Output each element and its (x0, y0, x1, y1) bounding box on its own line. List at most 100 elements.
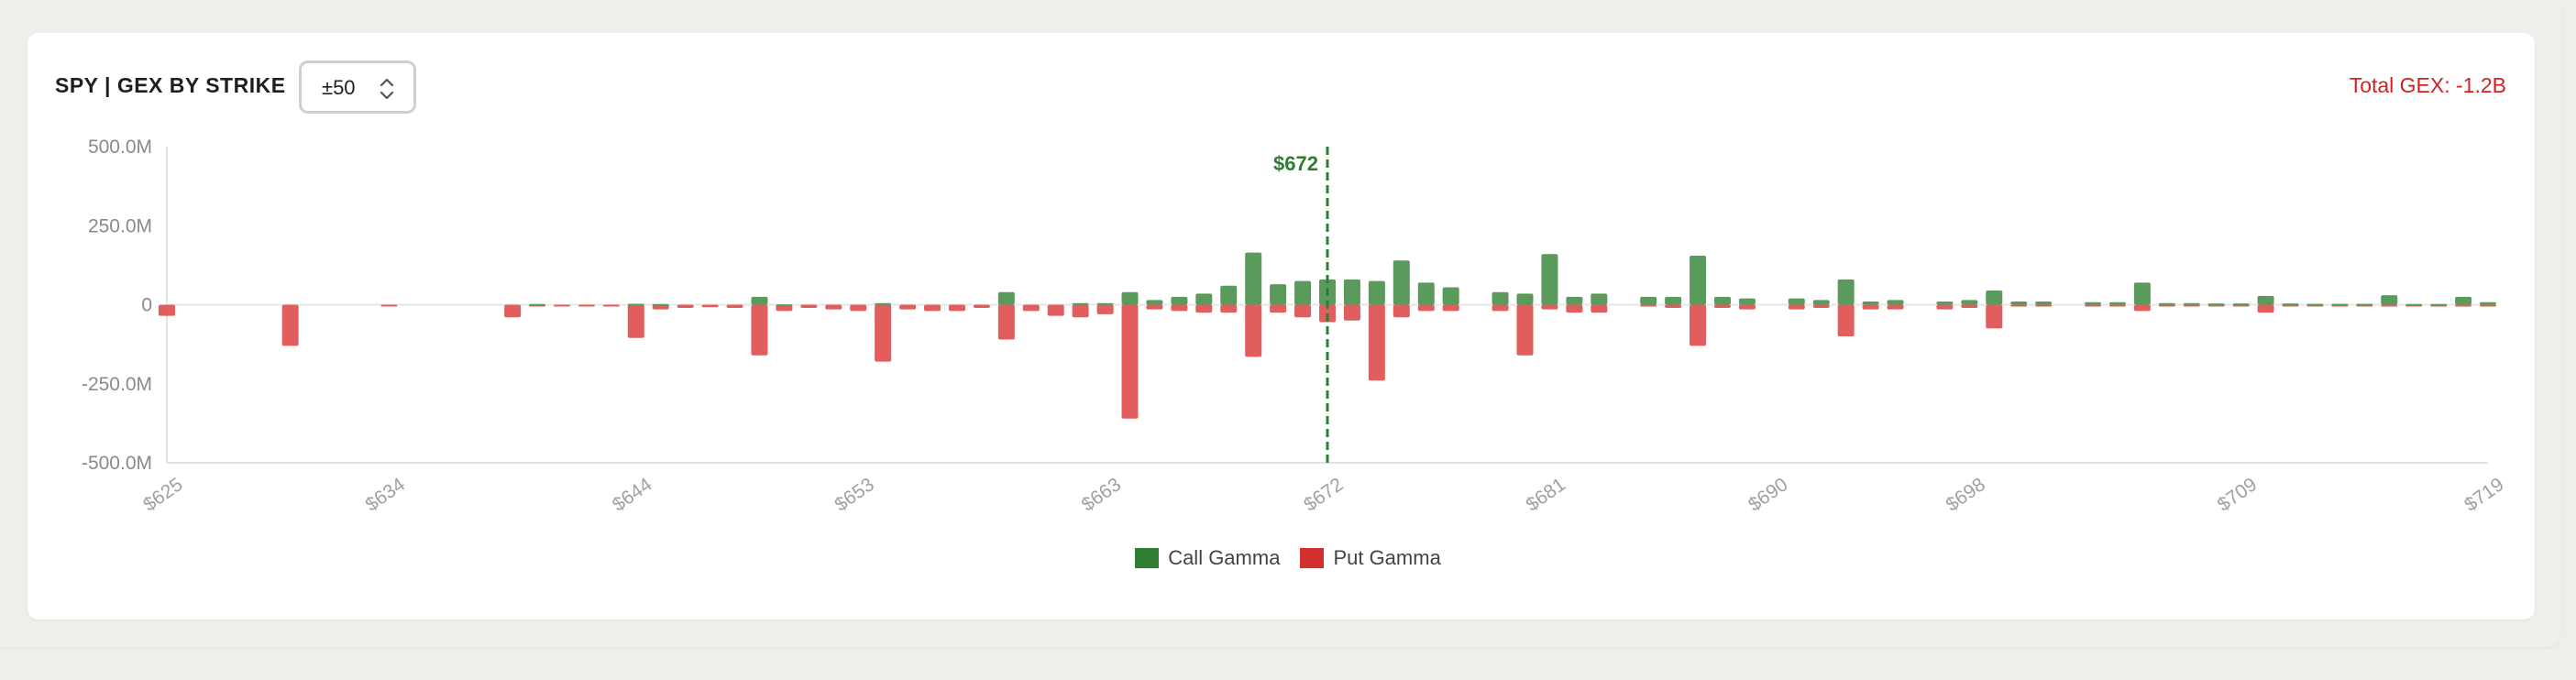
put-gamma-bar (701, 304, 719, 308)
x-tick-label: $653 (831, 474, 877, 516)
call-gamma-bar (1812, 300, 1830, 305)
call-gamma-bar (2331, 303, 2349, 306)
call-gamma-bar (2183, 302, 2200, 305)
call-gamma-bar (2405, 303, 2423, 306)
put-gamma-bar (1343, 304, 1360, 321)
strike-range-value: ±50 (322, 76, 356, 99)
put-gamma-bar (1022, 304, 1040, 312)
call-gamma-bar (2133, 282, 2151, 305)
put-gamma-bar (2133, 304, 2151, 312)
call-gamma-bar (1492, 291, 1509, 305)
call-gamma-bar (1442, 287, 1459, 305)
call-gamma-bar (1738, 298, 1756, 305)
legend-label-put: Put Gamma (1333, 546, 1441, 569)
call-gamma-bar (2455, 296, 2472, 305)
put-gamma-bar (1171, 304, 1188, 312)
put-gamma-bar (1690, 304, 1707, 346)
call-gamma-bar (1121, 291, 1139, 305)
put-gamma-bar (1417, 304, 1435, 312)
x-tick-label: $672 (1300, 474, 1347, 516)
put-gamma-bar (1072, 304, 1089, 318)
put-gamma-bar (1146, 304, 1163, 310)
x-tick-label: $634 (362, 474, 410, 516)
chevron-up-down-icon[interactable] (379, 76, 395, 102)
put-gamma-bar (1245, 304, 1262, 357)
call-gamma-bar (2381, 295, 2398, 305)
put-gamma-bar (1442, 304, 1459, 312)
chart-card (28, 33, 2535, 620)
put-gamma-bar (1738, 304, 1756, 310)
put-gamma-bar (1812, 304, 1830, 308)
call-gamma-bar (2085, 302, 2102, 305)
x-tick-label: $719 (2460, 474, 2507, 516)
call-gamma-bar (1936, 302, 1954, 305)
strike-range-stepper[interactable]: ±50 (299, 60, 416, 114)
total-gex-value: -1.2B (2456, 73, 2506, 97)
put-gamma-bar (380, 304, 398, 307)
call-gamma-bar (776, 304, 793, 307)
call-gamma-bar (1146, 300, 1163, 305)
call-gamma-bar (2010, 302, 2028, 305)
put-gamma-bar (1788, 304, 1805, 310)
call-gamma-bar (1072, 302, 1089, 305)
call-gamma-bar (1417, 282, 1435, 305)
call-gamma-bar (2257, 295, 2274, 305)
put-gamma-bar (2183, 304, 2200, 307)
put-gamma-bar (1319, 304, 1336, 323)
legend-swatch-call (1135, 548, 1160, 568)
put-gamma-bar (751, 304, 768, 356)
call-gamma-bar (529, 303, 546, 306)
put-gamma-bar (1837, 304, 1855, 336)
call-gamma-bar (2207, 303, 2225, 306)
call-gamma-bar (1986, 290, 2003, 305)
put-gamma-bar (281, 304, 299, 346)
legend-label-call: Call Gamma (1168, 546, 1281, 569)
put-gamma-bar (825, 304, 842, 310)
put-gamma-bar (1566, 304, 1583, 313)
y-tick-label: 500.0M (88, 137, 152, 158)
call-gamma-bar (875, 302, 892, 305)
gex-bar-chart: 500.0M 250.0M 0 -250.0M -500.0M$625 $634 $644 $… (82, 137, 2508, 516)
x-tick-label: $709 (2214, 474, 2261, 516)
legend-item-call[interactable]: Call Gamma (1135, 546, 1280, 570)
put-gamma-bar (2158, 304, 2175, 307)
call-gamma-bar (1541, 254, 1558, 305)
call-gamma-bar (627, 303, 644, 306)
put-gamma-bar (1220, 304, 1238, 313)
put-gamma-bar (1591, 304, 1608, 313)
x-tick-label: $625 (139, 474, 186, 516)
put-gamma-bar (2381, 304, 2398, 307)
total-gex-label: Total GEX: (2349, 73, 2450, 97)
put-gamma-bar (1492, 304, 1509, 312)
put-gamma-bar (1986, 304, 2003, 329)
y-tick-label: -250.0M (82, 374, 152, 395)
put-gamma-bar (578, 304, 595, 307)
legend-item-put[interactable]: Put Gamma (1300, 546, 1441, 570)
spot-price-label: $672 (1273, 152, 1318, 175)
call-gamma-bar (2232, 303, 2250, 306)
call-gamma-bar (1343, 279, 1360, 305)
call-gamma-bar (1171, 296, 1188, 305)
call-gamma-bar (1195, 293, 1213, 305)
put-gamma-bar (627, 304, 644, 338)
x-tick-label: $644 (609, 474, 656, 516)
legend-swatch-put (1300, 548, 1325, 568)
put-gamma-bar (1047, 304, 1064, 316)
put-gamma-bar (1270, 304, 1287, 313)
call-gamma-bar (1862, 302, 1879, 305)
call-gamma-bar (1837, 279, 1855, 305)
put-gamma-bar (800, 304, 818, 308)
call-gamma-bar (1368, 280, 1385, 305)
put-gamma-bar (1368, 304, 1385, 381)
put-gamma-bar (924, 304, 941, 312)
put-gamma-bar (1640, 304, 1657, 307)
put-gamma-bar (1936, 304, 1954, 310)
put-gamma-bar (1665, 304, 1682, 308)
put-gamma-bar (2085, 304, 2102, 307)
put-gamma-bar (159, 304, 175, 316)
call-gamma-bar (1294, 280, 1312, 305)
call-gamma-bar (751, 296, 768, 305)
x-tick-label: $663 (1078, 474, 1125, 516)
call-gamma-bar (1245, 252, 1262, 305)
put-gamma-bar (1121, 304, 1139, 419)
